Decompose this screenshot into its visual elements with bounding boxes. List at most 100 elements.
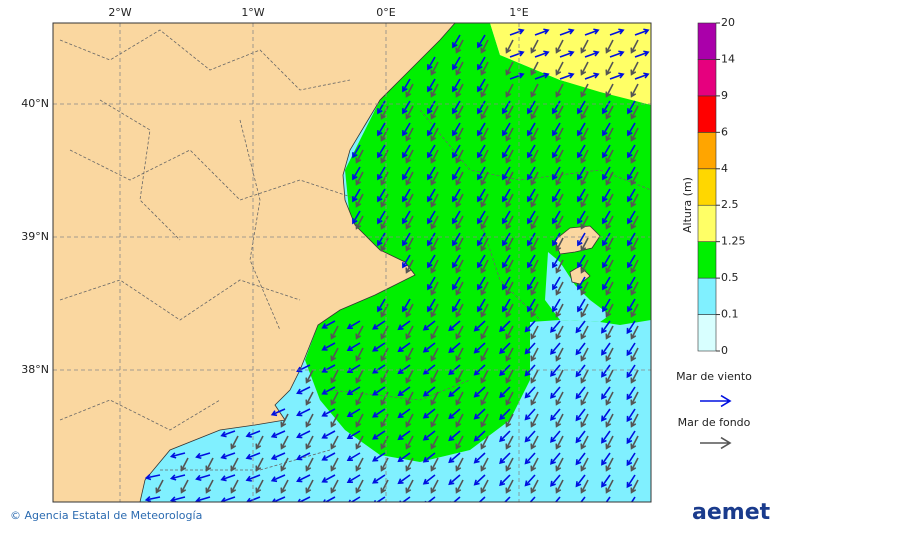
swell-arrow: [555, 457, 564, 472]
wind-arrow: [559, 72, 575, 80]
wind-arrow: [552, 210, 561, 225]
wind-arrow: [626, 320, 636, 335]
wind-arrow: [575, 320, 586, 334]
swell-arrow: [630, 193, 639, 208]
wind-arrow: [601, 364, 611, 378]
wind-arrow: [601, 320, 611, 334]
wind-arrow: [377, 122, 386, 137]
swell-arrow: [605, 171, 614, 186]
swell-arrow: [580, 391, 589, 406]
swell-arrow: [505, 83, 514, 98]
swell-arrow: [505, 215, 514, 230]
wind-arrow: [527, 144, 536, 159]
colorbar: 0 0.1 0.5 1.25 2.5 4 6 9 14 20: [697, 16, 746, 357]
wind-arrow: [448, 386, 461, 398]
swell-arrow: [630, 413, 639, 428]
wind-arrow: [321, 386, 336, 395]
colorbar-segment: [697, 59, 717, 97]
wind-arrow: [452, 34, 461, 49]
wind-arrow: [422, 430, 436, 441]
swell-arrow: [480, 171, 489, 186]
wind-arrow: [627, 144, 636, 159]
swell-arrow: [605, 237, 614, 252]
sea-low-patch: [545, 252, 610, 322]
wind-arrow: [377, 210, 386, 225]
swell-arrow: [580, 281, 589, 296]
swell-arrow: [230, 479, 239, 494]
wind-arrow: [477, 122, 486, 137]
wind-arrow: [626, 386, 636, 401]
lon-label: 0°E: [376, 6, 395, 19]
swell-arrow: [630, 61, 639, 76]
island: [554, 225, 601, 255]
swell-arrow: [355, 369, 364, 384]
swell-arrow: [330, 369, 339, 384]
lon-label: 1°E: [509, 6, 528, 19]
colorbar-label: 1.25: [721, 235, 746, 248]
wind-arrow: [550, 408, 561, 421]
wind-arrow: [422, 474, 436, 485]
wind-arrow: [577, 232, 586, 247]
swell-arrow: [555, 369, 564, 384]
swell-arrow: [630, 39, 639, 54]
swell-arrow: [562, 501, 563, 502]
swell-arrow: [530, 215, 539, 230]
wind-arrow: [352, 144, 361, 159]
swell-arrow: [455, 347, 464, 362]
wind-arrow: [575, 474, 586, 488]
swell-arrow: [480, 105, 489, 120]
swell-arrow: [480, 149, 489, 164]
wind-arrow: [602, 210, 611, 225]
wind-arrow: [397, 342, 411, 353]
swell-arrow: [380, 237, 389, 252]
swell-arrow: [287, 501, 288, 502]
swell-arrow: [605, 369, 614, 384]
wind-arrow: [602, 100, 611, 115]
wind-arrow: [559, 28, 575, 36]
wind-arrow: [372, 364, 386, 374]
wind-arrow: [270, 430, 286, 439]
swell-arrow: [455, 193, 464, 208]
swell-arrow: [480, 391, 489, 406]
swell-arrow: [230, 435, 239, 450]
swell-arrow: [430, 149, 439, 164]
wind-arrow: [473, 320, 486, 332]
wind-arrow: [550, 386, 561, 399]
swell-arrow: [605, 325, 614, 340]
swell-arrow: [387, 501, 388, 502]
wind-arrow: [626, 364, 636, 379]
wind-arrow: [195, 474, 211, 482]
wind-arrow: [427, 210, 436, 225]
swell-arrow: [305, 413, 314, 428]
wind-arrow: [609, 72, 625, 80]
wind-arrow: [245, 474, 261, 482]
swell-arrow: [455, 83, 464, 98]
wind-arrow: [502, 210, 511, 225]
swell-arrow: [405, 259, 414, 274]
swell-arrow: [580, 193, 589, 208]
wind-arrow: [527, 254, 536, 269]
swell-arrow: [437, 501, 438, 502]
swell-arrow: [180, 457, 189, 472]
swell-arrow: [430, 127, 439, 142]
wind-arrow: [502, 276, 511, 291]
wind-arrow: [575, 386, 586, 400]
wind-arrow: [427, 144, 436, 159]
wind-arrow: [346, 364, 361, 374]
swell-arrow: [505, 259, 514, 274]
swell-arrow: [505, 479, 514, 494]
wind-arrow: [452, 56, 461, 71]
swell-arrow: [405, 479, 414, 494]
swell-arrow: [305, 369, 314, 384]
swell-arrow: [455, 105, 464, 120]
swell-arrow: [455, 259, 464, 274]
wind-arrow: [427, 188, 436, 203]
swell-arrow: [555, 303, 564, 318]
swell-arrow: [530, 281, 539, 296]
swell-arrow: [530, 39, 539, 54]
wind-arrow: [372, 320, 386, 330]
swell-arrow: [305, 457, 314, 472]
wind-arrow: [397, 430, 411, 441]
swell-arrow: [355, 457, 364, 472]
wind-arrow: [577, 210, 586, 225]
